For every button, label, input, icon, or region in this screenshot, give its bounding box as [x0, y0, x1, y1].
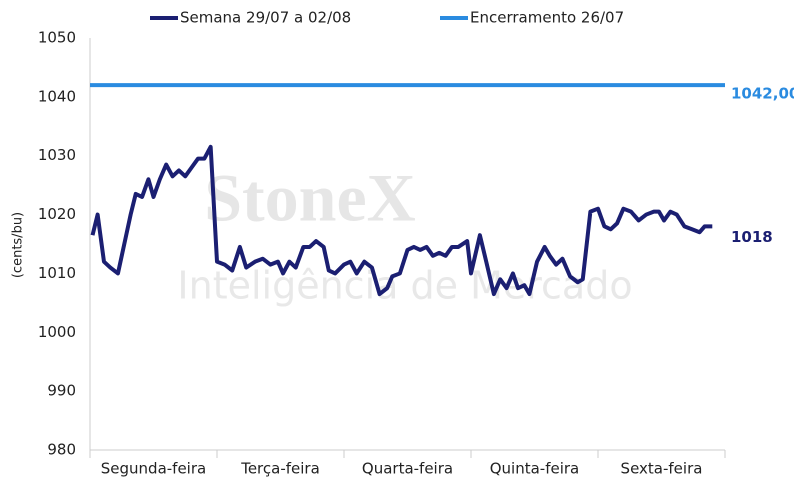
y-tick-label: 1000 — [38, 323, 76, 341]
x-tick-label: Terça-feira — [240, 460, 320, 478]
y-tick-label: 1010 — [38, 264, 76, 282]
y-tick-label: 1030 — [38, 146, 76, 164]
x-tick-label: Segunda-feira — [101, 460, 206, 478]
y-tick-label: 1020 — [38, 205, 76, 223]
y-tick-label: 1050 — [38, 29, 76, 47]
x-tick-label: Sexta-feira — [621, 460, 703, 478]
x-tick-label: Quinta-feira — [490, 460, 580, 478]
y-tick-label: 980 — [47, 441, 76, 459]
y-tick-label: 1040 — [38, 87, 76, 105]
y-axis-label: (cents/bu) — [11, 212, 26, 278]
watermark: Inteligência de Mercado — [177, 264, 632, 308]
legend-label: Semana 29/07 a 02/08 — [180, 9, 351, 27]
end-label: 1018 — [731, 228, 773, 246]
end-label: 1042,00 — [731, 85, 794, 103]
x-tick-label: Quarta-feira — [362, 460, 453, 478]
watermark: StoneX — [204, 160, 416, 236]
y-tick-label: 990 — [47, 382, 76, 400]
legend-label: Encerramento 26/07 — [470, 9, 624, 27]
line — [90, 144, 713, 297]
